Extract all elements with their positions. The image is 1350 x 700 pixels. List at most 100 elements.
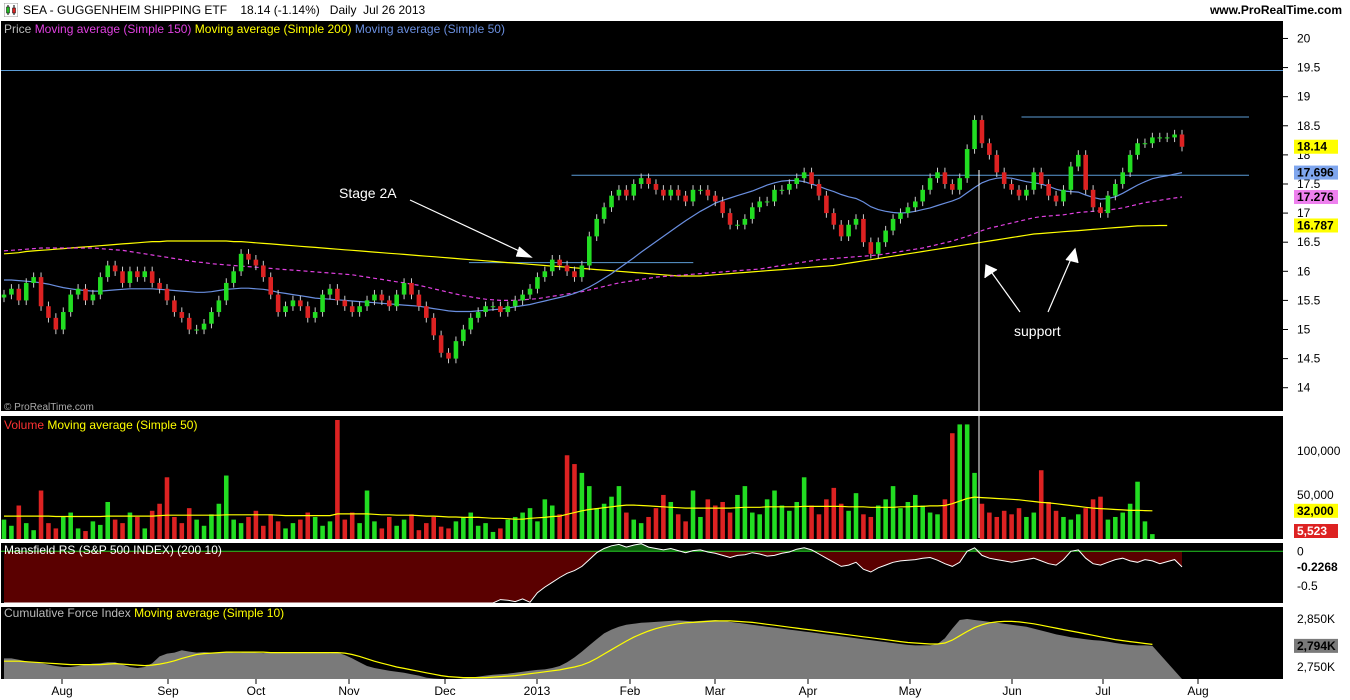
volume-bar [875, 505, 881, 539]
price-tick-label: 17 [1297, 206, 1311, 220]
candle-body [1, 294, 7, 298]
volume-bar [1127, 503, 1133, 539]
candle-body [386, 300, 392, 307]
stage-2a-annotation: Stage 2A [339, 185, 397, 201]
volume-bar [764, 499, 770, 539]
volume-ma-line [4, 496, 1153, 520]
candle-body [246, 253, 251, 260]
volume-bar [261, 525, 266, 539]
candle-body [846, 224, 851, 237]
candle-body [342, 300, 348, 307]
candle-body [505, 306, 511, 313]
candle-body [631, 183, 637, 196]
volume-bar [520, 512, 525, 539]
stage-arrow [409, 199, 533, 258]
last-value-label: 2,794K [1297, 639, 1336, 653]
volume-bar [394, 525, 399, 539]
volume-bar [1061, 516, 1066, 539]
candle-body [757, 201, 762, 208]
price-panel[interactable] [1, 21, 1283, 411]
candle-body [527, 288, 533, 295]
candle-body [231, 271, 236, 283]
volume-bar [794, 501, 800, 539]
candle-body [1083, 154, 1088, 190]
rs-tick-label: -0.5 [1297, 579, 1318, 593]
candle-body [661, 189, 666, 196]
volume-bar [461, 516, 466, 539]
cfi-legend: Cumulative Force Index Moving average (S… [4, 606, 284, 620]
candle-body [157, 282, 162, 289]
candle-body [979, 119, 985, 144]
candle-body [1009, 183, 1014, 190]
volume-bar [1068, 519, 1074, 539]
volume-bar [416, 530, 422, 539]
candle-body [838, 224, 844, 237]
volume-bar [601, 503, 607, 539]
candle-body [520, 294, 525, 301]
candle-body [1090, 189, 1096, 208]
last-value-box [1294, 165, 1338, 180]
volume-panel[interactable] [1, 416, 1283, 539]
candle-body [105, 265, 111, 278]
volume-bar [809, 505, 814, 539]
candle-body [861, 218, 866, 243]
volume-bar [653, 508, 659, 539]
volume-bar [216, 503, 222, 539]
candle-body [542, 271, 548, 278]
volume-bar [527, 508, 533, 539]
volume-bar [1075, 514, 1081, 539]
candle-body [490, 306, 496, 308]
volume-bar [238, 523, 244, 539]
candle-body [779, 189, 785, 191]
cfi-area [4, 619, 1182, 679]
price-tick-label: 16.5 [1297, 235, 1321, 249]
candle-body [16, 288, 22, 301]
volume-bar [898, 508, 903, 539]
volume-bar [424, 523, 429, 539]
candle-body [898, 213, 903, 219]
candle-body [957, 178, 963, 190]
volume-legend: Volume Moving average (Simple 50) [4, 418, 197, 432]
candle-body [327, 288, 333, 295]
month-label: Aug [1187, 684, 1208, 698]
volume-bar [824, 499, 829, 539]
stock-chart[interactable]: 2019.51918.51817.51716.51615.51514.51410… [0, 20, 1350, 700]
candle-body [950, 183, 955, 190]
candle-body [742, 218, 748, 225]
last-value-box [1294, 638, 1338, 653]
candle-body [816, 183, 822, 196]
volume-bar [542, 499, 548, 539]
last-value-box [1294, 559, 1338, 574]
month-label: Mar [705, 684, 726, 698]
candle-body [186, 317, 192, 330]
volume-bar [905, 501, 911, 539]
volume-bar [868, 516, 874, 539]
candle-body [68, 294, 73, 313]
volume-bar [275, 521, 281, 539]
cfi-tick-label: 2,850K [1297, 612, 1335, 626]
chart-title: SEA - GUGGENHEIM SHIPPING ETF 18.14 (-1.… [23, 3, 425, 17]
candle-body [690, 189, 696, 202]
volume-bar [631, 519, 637, 539]
volume-bar [846, 510, 851, 539]
candle-body [438, 335, 444, 353]
candle-body [201, 323, 207, 330]
volume-bar [120, 523, 125, 539]
candle-body [298, 300, 303, 307]
candle-body [120, 271, 125, 283]
candle-body [875, 242, 881, 254]
candle-body [194, 329, 199, 331]
site-link[interactable]: www.ProRealTime.com [1209, 3, 1342, 17]
volume-bar [979, 503, 985, 539]
volume-bar [557, 514, 562, 539]
candle-body [727, 213, 733, 225]
volume-bar [105, 501, 111, 539]
volume-bar [98, 524, 103, 539]
candle-body [675, 189, 681, 196]
price-tick-label: 19.5 [1297, 61, 1321, 75]
candle-body [238, 253, 244, 272]
volume-bar [609, 496, 614, 539]
candle-body [53, 317, 59, 330]
candle-body [601, 207, 607, 219]
volume-bar [135, 516, 140, 539]
